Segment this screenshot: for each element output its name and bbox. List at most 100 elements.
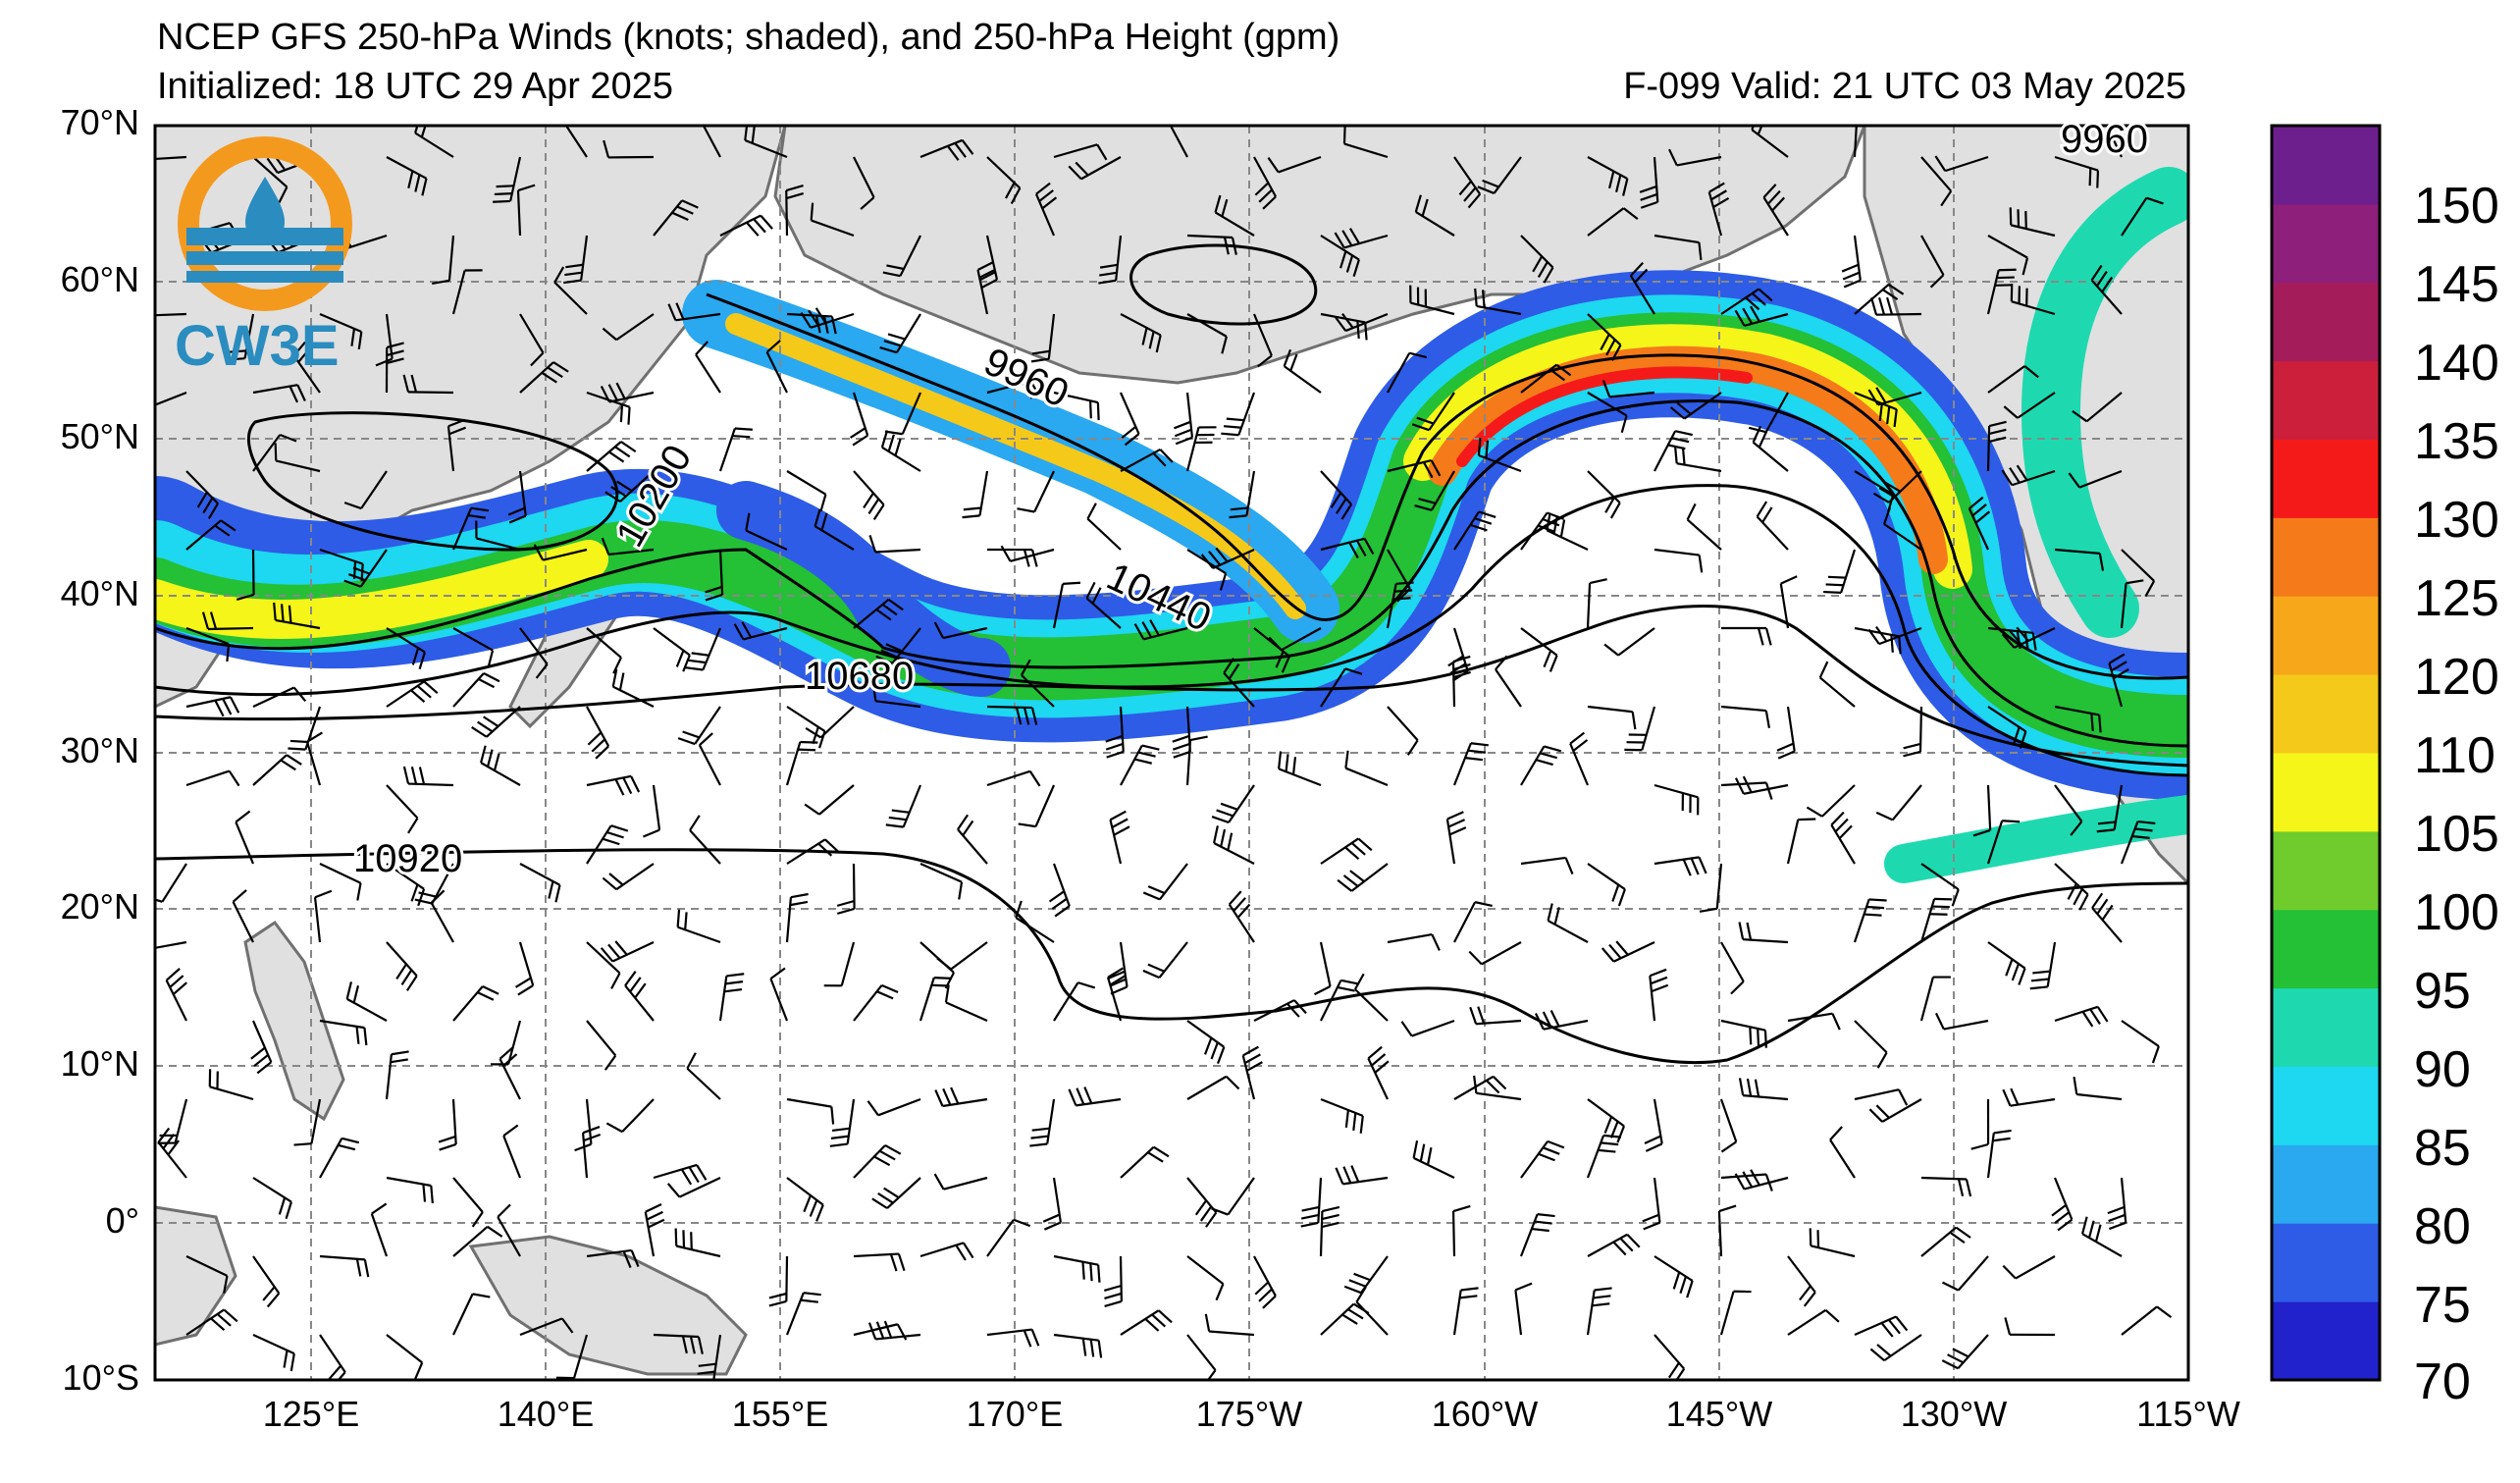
wind-barb-feather <box>888 816 907 821</box>
wind-barb-feather <box>135 143 141 160</box>
wind-barb-feather <box>1951 888 1960 907</box>
wind-barb-feather <box>2098 715 2102 733</box>
wind-barb-feather <box>689 1336 696 1354</box>
wind-barb-feather <box>228 769 240 787</box>
wind-barb-feather <box>614 778 625 796</box>
wind-barb-feather <box>1230 506 1248 511</box>
wind-barb <box>1829 1139 1856 1179</box>
lon-label: 160°W <box>1431 1394 1539 1434</box>
colorbar-tick: 105 <box>2414 806 2499 863</box>
wind-barb-feather <box>414 1361 424 1380</box>
wind-barb-feather <box>1762 184 1777 198</box>
wind-barb-feather <box>1878 487 1896 499</box>
lat-label: 70°N <box>60 102 139 142</box>
map-title: NCEP GFS 250-hPa Winds (knots; shaded), … <box>157 17 1340 58</box>
wind-barb-feather <box>2089 1008 2101 1026</box>
wind-barb <box>1686 518 1722 551</box>
wind-barb-feather <box>487 1225 503 1238</box>
wind-barb-feather <box>1485 440 1490 458</box>
wind-barb-feather <box>667 303 677 321</box>
wind-barb-feather <box>375 357 394 367</box>
wind-barb-feather <box>1416 416 1435 425</box>
wind-barb-feather <box>1155 335 1162 353</box>
wind-barb-feather <box>1955 1226 1971 1239</box>
wind-barb <box>945 1001 988 1023</box>
wind-barb-feather <box>157 1127 171 1143</box>
wind-barb-feather <box>1418 498 1437 504</box>
wind-barb-feather <box>477 720 494 733</box>
wind-barb-feather <box>1412 1139 1419 1159</box>
wind-barb-feather <box>477 991 495 1001</box>
wind-barb-feather <box>2134 827 2153 832</box>
wind-barb-feather <box>1761 506 1773 523</box>
wind-barb-feather <box>328 1364 342 1380</box>
wind-barb-feather <box>288 747 306 751</box>
wind-barb-feather <box>601 537 610 556</box>
wind-barb-feather <box>2057 1218 2074 1232</box>
wind-barb-feather <box>1210 1041 1219 1060</box>
wind-barb-feather <box>936 957 952 971</box>
wind-barb-feather <box>850 427 866 439</box>
wind-barb-feather <box>1364 322 1368 341</box>
wind-barb-feather <box>201 611 210 630</box>
wind-barb-feather <box>1350 1165 1360 1183</box>
wind-barb <box>386 784 419 820</box>
wind-barb <box>1453 901 1477 943</box>
wind-barb-feather <box>1258 188 1273 203</box>
wind-barb-feather <box>804 803 820 816</box>
wind-barb-feather <box>363 1259 370 1278</box>
wind-barb-feather <box>1750 305 1760 323</box>
colorbar-swatch <box>2272 1144 2380 1224</box>
wind-barb-feather <box>1549 655 1558 672</box>
wind-barb <box>452 1293 474 1336</box>
wind-barb-feather <box>1337 985 1355 992</box>
wind-barb <box>2076 1092 2123 1101</box>
wind-barb-feather <box>1293 999 1307 1015</box>
wind-barb-feather <box>423 680 439 695</box>
wind-barb-feather <box>1099 263 1119 269</box>
wind-barb-feather <box>1467 749 1486 754</box>
wind-barb-feather <box>1166 105 1179 117</box>
lat-label: 0° <box>105 1200 139 1241</box>
wind-barb-feather <box>1884 481 1901 493</box>
wind-barb-feather <box>725 980 744 985</box>
wind-barb-feather <box>1268 636 1283 652</box>
wind-barb-feather <box>950 1086 960 1105</box>
wind-barb-feather <box>1888 283 1905 295</box>
wind-barb <box>2017 392 2056 419</box>
wind-barb-feather <box>980 278 998 290</box>
wind-barb-feather <box>1611 884 1620 902</box>
wind-barb-feather <box>1363 538 1375 556</box>
wind-barb-feather <box>1359 1115 1364 1134</box>
colorbar-swatch <box>2272 282 2380 362</box>
wind-barb-feather <box>610 485 627 498</box>
wind-barb-feather <box>2021 257 2029 276</box>
wind-barb-feather <box>1216 809 1234 818</box>
wind-barb-feather <box>552 361 569 373</box>
wind-barb-feather <box>962 820 974 836</box>
wind-barb-feather <box>680 1168 693 1186</box>
wind-barb-feather <box>866 1100 879 1116</box>
wind-barb-feather <box>493 753 500 771</box>
wind-barb <box>506 1020 522 1065</box>
wind-barb-feather <box>627 406 631 425</box>
wind-barb-feather <box>220 519 236 532</box>
wind-barb <box>1944 155 1989 173</box>
wind-barb-feather <box>1426 1146 1433 1166</box>
wind-barb-feather <box>2011 963 2021 981</box>
wind-barb-feather <box>1111 818 1129 828</box>
wind-barb-feather <box>1617 888 1626 907</box>
wind-barb-feather <box>1147 885 1166 895</box>
wind-barb-feather <box>1609 1121 1619 1139</box>
wind-barb-feather <box>530 351 545 367</box>
colorbar-tick: 70 <box>2414 1353 2471 1410</box>
wind-barb-feather <box>2002 1088 2012 1107</box>
wind-barb-feather <box>1549 1009 1560 1028</box>
wind-barb-feather <box>978 271 996 282</box>
wind-barb-feather <box>1233 897 1246 912</box>
wind-barb-feather <box>2109 1221 2126 1231</box>
wind-barb-feather <box>471 726 488 738</box>
wind-barb-feather <box>958 881 964 900</box>
wind-barb-feather <box>1601 1141 1619 1146</box>
wind-barb-feather <box>2023 365 2039 379</box>
